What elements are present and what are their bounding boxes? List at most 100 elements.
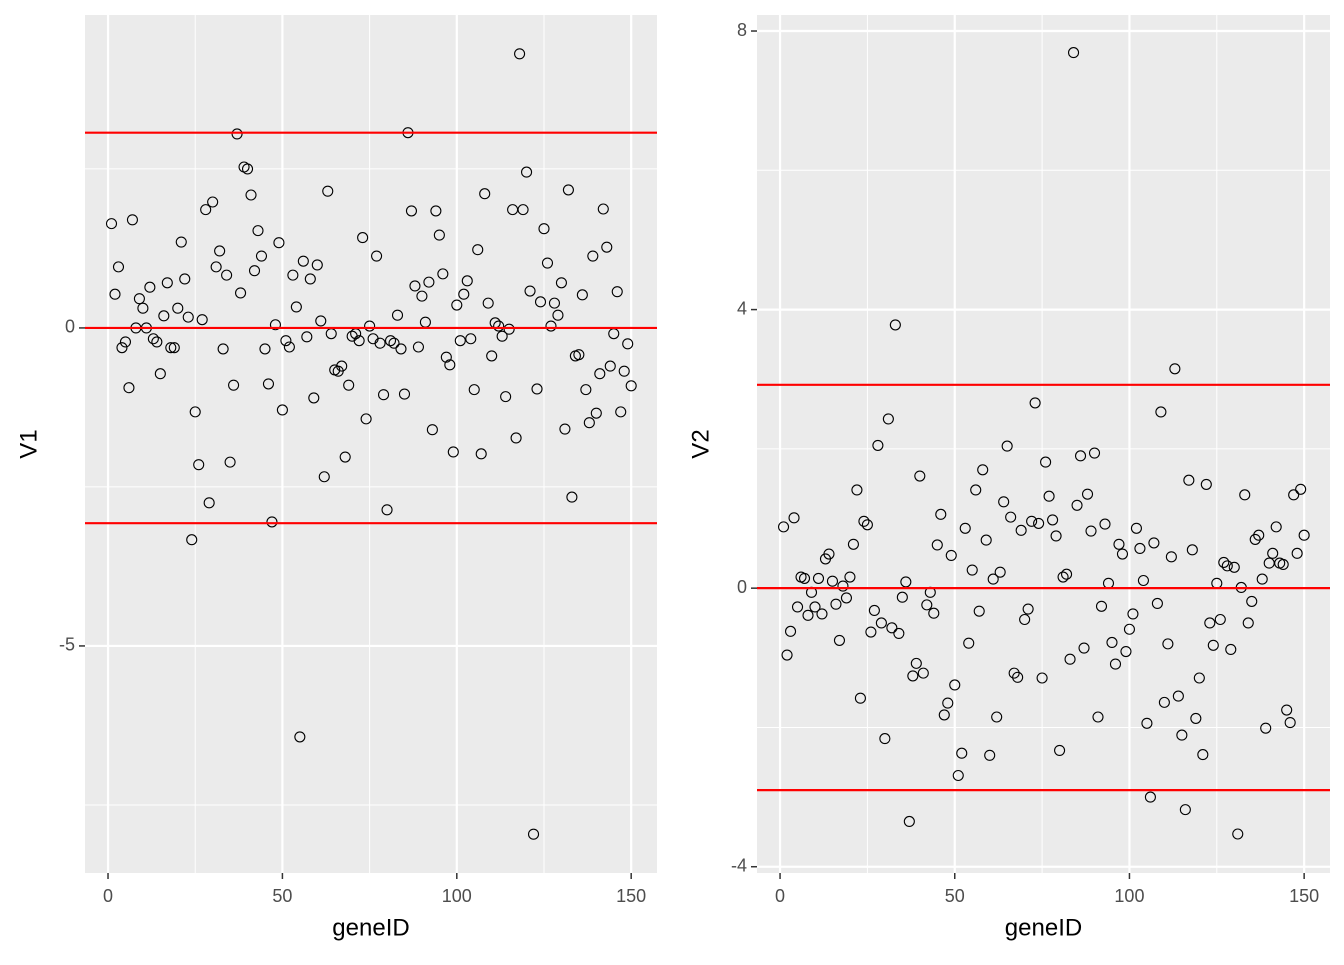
- point: [1141, 717, 1153, 729]
- point: [1019, 613, 1031, 626]
- point: [458, 288, 470, 300]
- point: [252, 225, 264, 237]
- point: [1249, 533, 1261, 545]
- point: [454, 335, 466, 347]
- point: [949, 679, 961, 691]
- point: [503, 323, 515, 335]
- y-tick-label: -4: [731, 855, 747, 875]
- point: [479, 188, 491, 200]
- point: [784, 625, 797, 637]
- point: [315, 315, 327, 327]
- point: [1225, 643, 1237, 655]
- point: [468, 384, 480, 396]
- point: [991, 711, 1003, 723]
- point: [1179, 804, 1191, 816]
- point: [942, 697, 954, 709]
- point: [615, 406, 627, 418]
- point: [179, 273, 191, 285]
- y-tick-label: 8: [737, 20, 747, 40]
- y-tick-label: 0: [65, 317, 75, 337]
- y-tick-label: 0: [737, 577, 747, 597]
- point: [224, 456, 236, 468]
- point: [444, 359, 456, 371]
- point: [844, 571, 856, 583]
- point: [1033, 517, 1045, 529]
- point: [618, 365, 630, 377]
- point: [168, 342, 180, 354]
- point: [1176, 729, 1188, 741]
- point: [395, 343, 407, 355]
- point: [1081, 488, 1094, 500]
- x-axis-title: geneID: [1005, 914, 1082, 941]
- point: [966, 564, 978, 576]
- point: [510, 432, 522, 444]
- point: [391, 309, 404, 321]
- point: [1256, 573, 1268, 585]
- point: [262, 378, 275, 390]
- point: [896, 591, 908, 603]
- point: [465, 333, 477, 345]
- point: [1043, 490, 1055, 502]
- point: [241, 163, 254, 175]
- point: [552, 309, 564, 321]
- point: [1148, 537, 1160, 549]
- point: [440, 351, 452, 363]
- point: [426, 424, 438, 436]
- point: [833, 634, 846, 646]
- point: [1022, 603, 1034, 615]
- point: [112, 261, 125, 273]
- point: [858, 515, 870, 527]
- point: [311, 259, 323, 271]
- point: [545, 320, 557, 332]
- point: [1015, 524, 1027, 536]
- point: [816, 608, 828, 620]
- x-tick-label: 100: [1114, 886, 1144, 906]
- point: [482, 297, 494, 309]
- x-tick-label: 100: [442, 886, 472, 906]
- point: [364, 320, 376, 332]
- point: [412, 341, 424, 353]
- point: [200, 204, 212, 216]
- point: [1001, 440, 1013, 452]
- point: [1095, 600, 1108, 612]
- point: [1064, 653, 1076, 665]
- point: [1120, 645, 1132, 658]
- point: [938, 709, 950, 721]
- point: [1099, 518, 1111, 530]
- point: [1221, 560, 1233, 572]
- point: [500, 391, 512, 403]
- point: [1151, 597, 1163, 610]
- x-tick-label: 50: [272, 886, 292, 906]
- point: [1169, 363, 1181, 375]
- point: [409, 280, 421, 292]
- point: [210, 261, 222, 273]
- x-tick-label: 50: [945, 886, 965, 906]
- point: [1036, 672, 1048, 684]
- point: [308, 392, 320, 404]
- point: [956, 747, 968, 759]
- point: [903, 815, 915, 828]
- point: [207, 196, 219, 208]
- point: [865, 626, 877, 638]
- point: [802, 609, 814, 621]
- panel-background: [757, 15, 1330, 873]
- point: [1242, 617, 1254, 629]
- x-axis-title: geneID: [332, 914, 409, 941]
- point: [1113, 538, 1125, 550]
- point: [587, 250, 599, 262]
- point: [830, 598, 842, 610]
- point: [388, 337, 400, 349]
- point: [175, 236, 187, 248]
- point: [809, 601, 821, 613]
- point: [1200, 478, 1212, 490]
- point: [430, 205, 442, 217]
- point: [297, 255, 309, 267]
- point: [151, 336, 163, 348]
- point: [1029, 397, 1041, 409]
- point: [231, 128, 243, 140]
- point: [353, 335, 365, 347]
- point: [398, 388, 411, 400]
- point: [987, 573, 999, 585]
- x-tick-label: 0: [775, 886, 785, 906]
- point: [384, 335, 397, 347]
